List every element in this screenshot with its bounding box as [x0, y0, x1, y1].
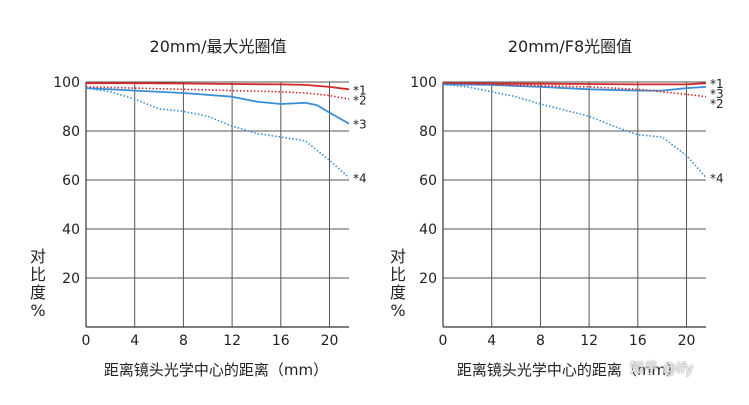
chart1-title: 20mm/最大光圈值	[150, 37, 287, 56]
chart2-series-star1	[442, 82, 707, 86]
chart1-x-tick-label: 16	[272, 333, 290, 349]
chart1-series-star3	[85, 87, 350, 125]
chart2-x-tick-label: 20	[678, 333, 696, 349]
chart1-x-tick-label: 8	[179, 333, 188, 349]
chart2-y-tick-label: 80	[419, 124, 437, 140]
chart1-x-axis-label: 距离镜头光学中心的距离（mm）	[104, 361, 328, 379]
chart2-y-tick-label: 40	[419, 222, 437, 238]
chart2-x-tick-label: 16	[629, 333, 647, 349]
chart2-series-label: *2	[710, 97, 724, 111]
chart1-y-tick-label: 80	[62, 124, 80, 140]
chart2-series-label: *1	[710, 77, 724, 91]
chart1-series-star2	[85, 86, 350, 100]
chart1-y-axis-label-char: 对	[30, 247, 46, 266]
chart2-y-axis-label: 对比度%	[390, 247, 406, 320]
chart2-y-axis-label-char: 对	[390, 247, 406, 266]
chart1-y-tick-label: 100	[53, 75, 80, 91]
chart1-series-label: *1	[353, 83, 367, 97]
chart2-x-tick-label: 12	[580, 333, 598, 349]
chart2-y-tick-label: 100	[410, 75, 437, 91]
chart2-y-tick-label: 60	[419, 173, 437, 189]
chart1-y-axis-label-char: %	[30, 301, 45, 320]
chart1-series-star4	[85, 87, 350, 179]
chart2-series-star4	[442, 83, 707, 179]
chart1-series-star1	[86, 82, 350, 91]
chart2-x-tick-label: 4	[487, 333, 496, 349]
chart2-title: 20mm/F8光圈值	[508, 37, 632, 56]
chart1-series-label: *3	[353, 118, 367, 132]
chart2-y-tick-label: 20	[419, 271, 437, 287]
chart2-series-label: *4	[710, 172, 724, 186]
chart1-y-axis-label: 对比度%	[30, 247, 46, 320]
chart1-y-tick-label: 20	[62, 271, 80, 287]
chart1-y-axis-label-char: 比	[30, 265, 46, 284]
chart2-y-axis-label-char: 比	[390, 265, 406, 284]
chart2-y-axis-label-char: %	[390, 301, 405, 320]
chart2-series-star2	[442, 82, 707, 98]
chart1-series-label: *2	[353, 93, 367, 107]
chart1-x-tick-label: 20	[321, 333, 339, 349]
chart1-y-axis-label-char: 度	[30, 283, 46, 302]
watermark: 知乎 @lfy	[630, 361, 694, 377]
chart2-x-tick-label: 8	[536, 333, 545, 349]
chart1-series-label: *4	[353, 172, 367, 186]
chart2-series-label: *3	[710, 87, 724, 101]
chart1-x-tick-label: 0	[82, 333, 91, 349]
chart1-x-tick-label: 12	[223, 333, 241, 349]
chart1-x-tick-label: 4	[130, 333, 139, 349]
chart1-y-tick-label: 40	[62, 222, 80, 238]
chart1-y-tick-label: 60	[62, 173, 80, 189]
chart2-y-axis-label-char: 度	[390, 283, 406, 302]
chart2-x-axis-label: 距离镜头光学中心的距离（mm）	[457, 361, 681, 379]
chart2-x-tick-label: 0	[439, 333, 448, 349]
